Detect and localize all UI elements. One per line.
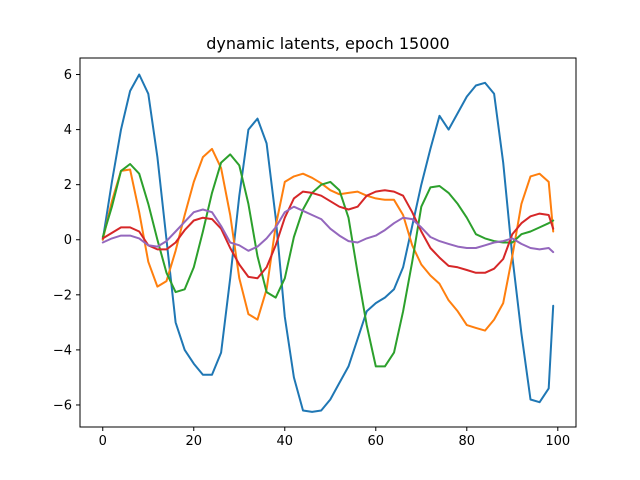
series-line-2 <box>101 147 555 332</box>
series-line-1 <box>101 73 555 413</box>
y-tick-label: 0 <box>64 233 72 248</box>
series-line-5 <box>101 205 555 254</box>
chart-title: dynamic latents, epoch 15000 <box>206 34 449 53</box>
series-line-3 <box>101 153 555 368</box>
x-tick-label: 20 <box>185 434 202 449</box>
y-axis: −6 −4 −2 0 2 4 6 <box>53 68 80 413</box>
plot-lines <box>101 73 555 413</box>
y-tick-label: −6 <box>53 398 72 413</box>
x-axis: 0 20 40 60 80 100 <box>99 427 570 449</box>
x-tick-label: 0 <box>99 434 107 449</box>
x-tick-label: 40 <box>276 434 293 449</box>
axes-frame <box>79 57 577 428</box>
x-tick-label: 60 <box>368 434 385 449</box>
y-tick-label: 6 <box>64 68 72 83</box>
y-tick-label: −2 <box>53 288 72 303</box>
y-tick-label: 4 <box>64 123 72 138</box>
x-tick-label: 100 <box>545 434 570 449</box>
y-tick-label: 2 <box>64 178 72 193</box>
series-line-4 <box>101 189 555 280</box>
x-tick-label: 80 <box>459 434 476 449</box>
y-tick-label: −4 <box>53 343 72 358</box>
